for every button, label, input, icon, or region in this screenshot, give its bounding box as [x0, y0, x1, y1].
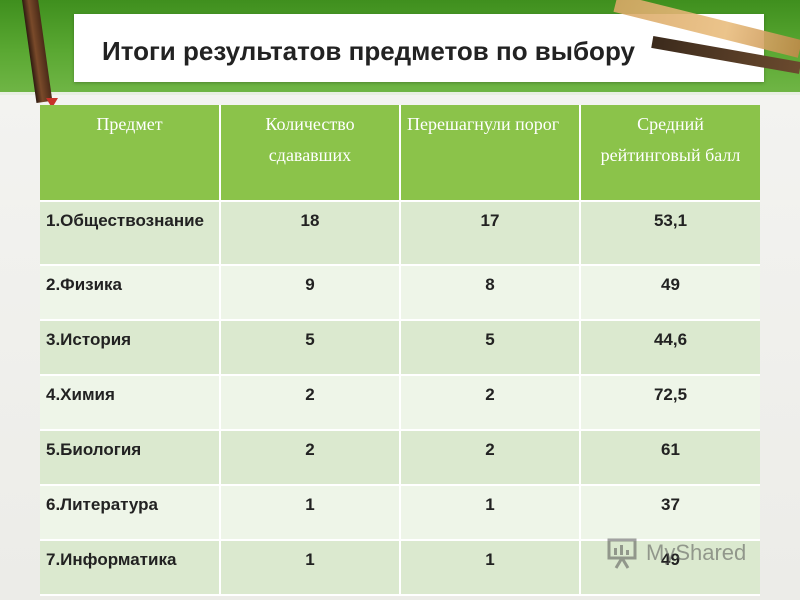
watermark: MyShared [606, 536, 766, 570]
table-row: 5.Биология 2 2 61 [40, 430, 760, 486]
table-header-row: Предмет Количество сдававших Перешагнули… [40, 105, 760, 202]
table-row: 7.Информатика 1 1 49 [40, 540, 760, 596]
score-cell: 72,5 [580, 375, 760, 431]
passed-cell: 17 [400, 201, 581, 266]
count-cell: 2 [220, 430, 401, 486]
count-cell: 1 [220, 485, 401, 541]
count-cell: 18 [220, 201, 401, 266]
subject-cell: 4.Химия [40, 375, 221, 431]
header-count: Количество сдававших [220, 105, 401, 202]
passed-cell: 5 [400, 320, 581, 376]
score-cell: 49 [580, 265, 760, 321]
count-cell: 5 [220, 320, 401, 376]
subject-cell: 5.Биология [40, 430, 221, 486]
table-row: 1.Обществознание 18 17 53,1 [40, 201, 760, 266]
count-cell: 9 [220, 265, 401, 321]
subject-cell: 7.Информатика [40, 540, 221, 596]
passed-cell: 8 [400, 265, 581, 321]
header-subject: Предмет [40, 105, 221, 202]
score-cell: 49 [580, 540, 760, 596]
pencil-tip-decoration [46, 98, 58, 108]
subject-cell: 3.История [40, 320, 221, 376]
passed-cell: 1 [400, 540, 581, 596]
passed-cell: 2 [400, 375, 581, 431]
table-row: 2.Физика 9 8 49 [40, 265, 760, 321]
band-divider [0, 92, 800, 95]
subject-cell: 1.Обществознание [40, 201, 221, 266]
score-cell: 44,6 [580, 320, 760, 376]
count-cell: 2 [220, 375, 401, 431]
score-cell: 37 [580, 485, 760, 541]
subject-cell: 6.Литература [40, 485, 221, 541]
slide-title: Итоги результатов предметов по выбору [102, 36, 635, 66]
title-bar: Итоги результатов предметов по выбору [74, 14, 764, 82]
header-passed-threshold: Перешагнули порог [400, 105, 581, 202]
score-cell: 53,1 [580, 201, 760, 266]
passed-cell: 2 [400, 430, 581, 486]
subject-cell: 2.Физика [40, 265, 221, 321]
passed-cell: 1 [400, 485, 581, 541]
presentation-board-icon [607, 538, 637, 569]
watermark-text: MyShared [646, 540, 747, 565]
results-table: Предмет Количество сдававших Перешагнули… [40, 105, 760, 596]
table-row: 4.Химия 2 2 72,5 [40, 375, 760, 431]
table-row: 3.История 5 5 44,6 [40, 320, 760, 376]
score-cell: 61 [580, 430, 760, 486]
table-row: 6.Литература 1 1 37 [40, 485, 760, 541]
header-average-score: Средний рейтинговый балл [580, 105, 760, 202]
count-cell: 1 [220, 540, 401, 596]
